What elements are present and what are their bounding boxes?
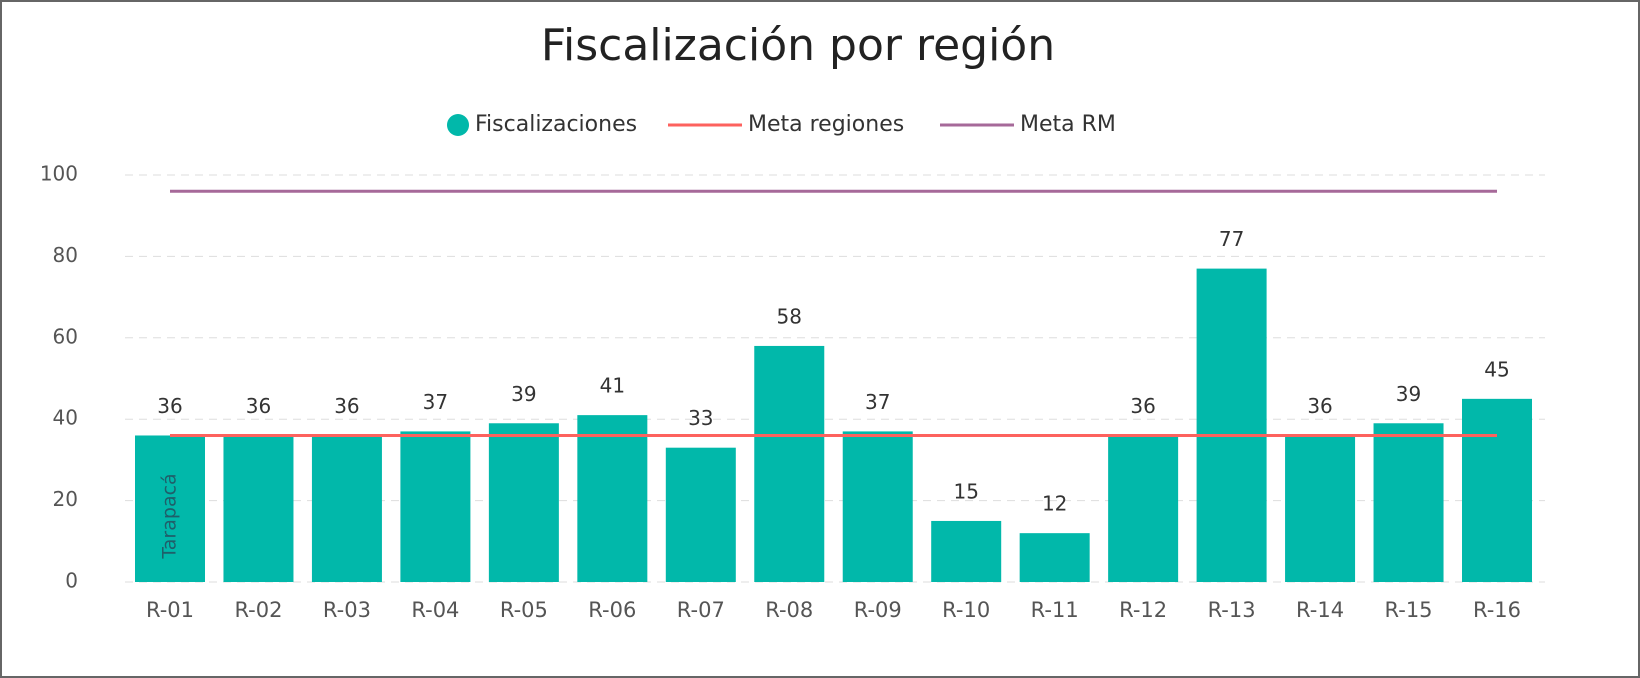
y-tick-label: 0 [65, 569, 78, 593]
y-tick-label: 80 [53, 243, 78, 267]
legend-label: Meta regiones [748, 112, 904, 137]
data-label: 12 [1042, 492, 1067, 516]
bar [1108, 435, 1179, 582]
bar [1285, 435, 1356, 582]
bar [1373, 423, 1444, 582]
bar [931, 520, 1002, 582]
x-tick-label: R-12 [1119, 598, 1167, 622]
x-tick-label: R-14 [1296, 598, 1344, 622]
annotation: Tarapacá [159, 473, 181, 559]
y-tick-label: 40 [53, 406, 78, 430]
x-tick-label: R-01 [146, 598, 194, 622]
x-tick-label: R-11 [1031, 598, 1079, 622]
bar [754, 345, 825, 582]
bar [577, 415, 648, 582]
data-label: 36 [246, 394, 271, 418]
data-label: 39 [511, 382, 536, 406]
x-tick-label: R-05 [500, 598, 548, 622]
bar [842, 431, 913, 582]
x-tick-label: R-06 [588, 598, 636, 622]
data-label: 37 [423, 390, 448, 414]
bar [311, 435, 382, 582]
data-label: 41 [600, 374, 625, 398]
bar [400, 431, 471, 582]
data-label: 36 [1130, 394, 1155, 418]
bar [223, 435, 294, 582]
data-label: 58 [777, 304, 802, 328]
bar [665, 447, 736, 582]
x-tick-label: R-03 [323, 598, 371, 622]
x-tick-label: R-13 [1208, 598, 1256, 622]
x-tick-label: R-09 [854, 598, 902, 622]
data-label: 37 [865, 390, 890, 414]
x-tick-label: R-04 [411, 598, 459, 622]
data-label: 45 [1484, 357, 1509, 381]
x-tick-label: R-16 [1473, 598, 1521, 622]
bar [1196, 268, 1267, 582]
legend-label: Fiscalizaciones [475, 112, 637, 137]
bar [1462, 398, 1532, 582]
data-label: 77 [1219, 227, 1244, 251]
data-label: 36 [1307, 394, 1332, 418]
data-label: 39 [1396, 382, 1421, 406]
data-label: 36 [334, 394, 359, 418]
y-tick-label: 100 [40, 162, 78, 186]
chart-title: Fiscalización por región [541, 20, 1055, 71]
data-label: 36 [157, 394, 182, 418]
bar [1019, 533, 1090, 582]
y-tick-label: 60 [53, 324, 78, 348]
x-tick-label: R-07 [677, 598, 725, 622]
legend-marker [447, 114, 469, 136]
data-label: 33 [688, 406, 713, 430]
x-tick-label: R-15 [1385, 598, 1433, 622]
legend-label: Meta RM [1020, 112, 1116, 137]
x-tick-label: R-02 [234, 598, 282, 622]
y-tick-label: 20 [53, 487, 78, 511]
bar [135, 435, 205, 582]
x-tick-label: R-10 [942, 598, 990, 622]
bar [488, 423, 559, 582]
x-tick-label: R-08 [765, 598, 813, 622]
data-label: 15 [953, 479, 978, 503]
